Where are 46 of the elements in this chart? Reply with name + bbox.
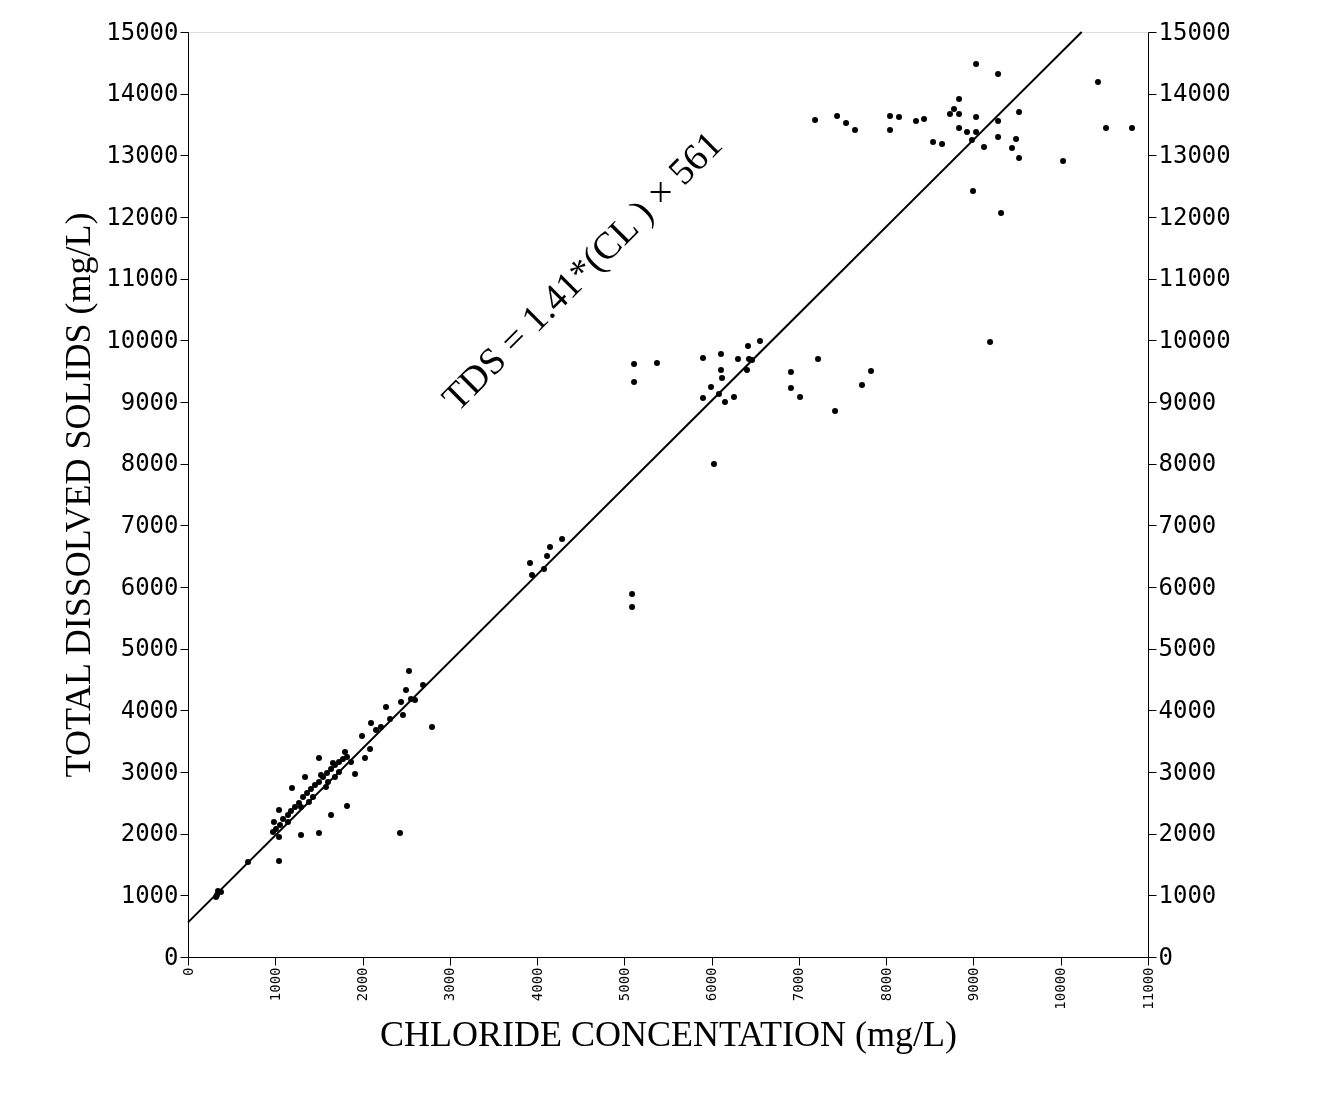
- x-tick-label: 5000: [615, 967, 632, 1002]
- y2-tick-label: 8000: [1158, 449, 1217, 478]
- y-tick-label: 6000: [120, 572, 179, 601]
- y2-tick-label: 4000: [1158, 695, 1217, 724]
- y2-tick-label: 5000: [1158, 634, 1217, 663]
- y2-tick-label: 2000: [1158, 819, 1217, 848]
- y-tick-label: 5000: [120, 634, 179, 663]
- y-tick-label: 3000: [120, 757, 179, 786]
- x-tick-label: 10000: [1052, 967, 1069, 1010]
- y2-tick-label: 13000: [1158, 140, 1231, 169]
- y2-tick-label: 10000: [1158, 325, 1231, 354]
- y-tick-label: 15000: [106, 17, 179, 46]
- y-tick-label: 12000: [106, 202, 179, 231]
- y2-tick-label: 15000: [1158, 17, 1231, 46]
- x-tick-label: 3000: [441, 967, 458, 1002]
- y-tick-label: 13000: [106, 140, 179, 169]
- y2-tick-label: 11000: [1158, 264, 1231, 293]
- y-axis-title: TOTAL DISSOLVED SOLIDS (mg/L): [58, 212, 99, 778]
- y-tick-label: 9000: [120, 387, 179, 416]
- x-tick-label: 1000: [266, 967, 283, 1002]
- x-tick-label: 11000: [1139, 967, 1156, 1010]
- y2-tick-label: 0: [1158, 942, 1173, 971]
- y-tick-label: 7000: [120, 510, 179, 539]
- x-tick-label: 0: [179, 967, 196, 976]
- y-tick-label: 0: [164, 942, 179, 971]
- y-tick-label: 10000: [106, 325, 179, 354]
- y-tick-label: 1000: [120, 880, 179, 909]
- y-tick-label: 4000: [120, 695, 179, 724]
- y2-tick-label: 14000: [1158, 79, 1231, 108]
- x-tick-label: 4000: [528, 967, 545, 1002]
- x-tick-label: 9000: [964, 967, 981, 1002]
- y-tick-label: 14000: [106, 79, 179, 108]
- x-tick-label: 2000: [354, 967, 371, 1002]
- y2-tick-label: 7000: [1158, 510, 1217, 539]
- y2-tick-label: 9000: [1158, 387, 1217, 416]
- x-tick-label: 6000: [703, 967, 720, 1002]
- y-tick-label: 8000: [120, 449, 179, 478]
- x-tick-label: 7000: [790, 967, 807, 1002]
- y2-tick-label: 3000: [1158, 757, 1217, 786]
- x-tick-label: 8000: [877, 967, 894, 1002]
- x-axis-title: CHLORIDE CONCENTATION (mg/L): [379, 1013, 958, 1054]
- y2-tick-label: 6000: [1158, 572, 1217, 601]
- y-tick-label: 11000: [106, 264, 179, 293]
- y2-tick-label: 1000: [1158, 880, 1217, 909]
- y-tick-label: 2000: [120, 819, 179, 848]
- y2-tick-label: 12000: [1158, 202, 1231, 231]
